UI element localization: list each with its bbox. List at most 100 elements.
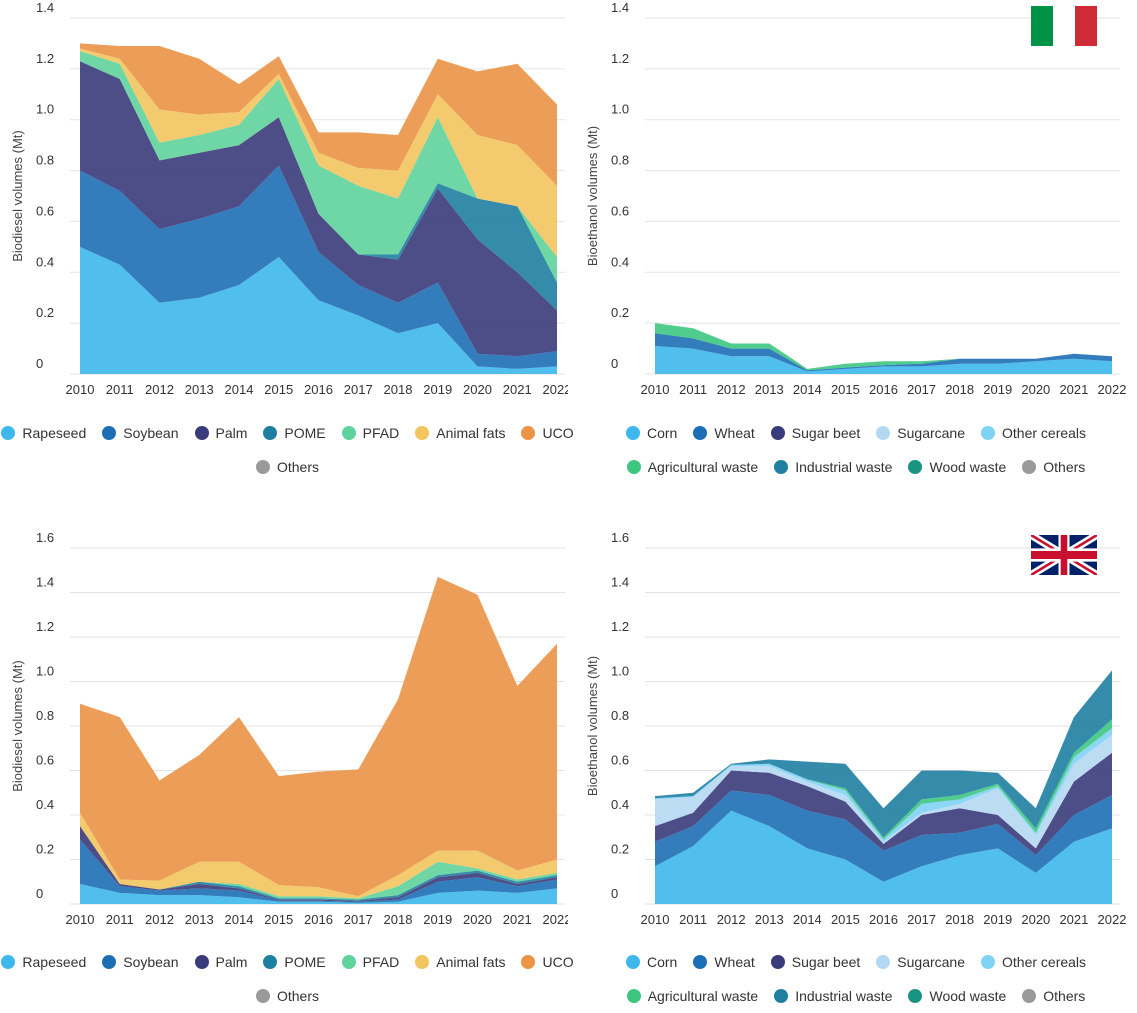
legend-label: Soybean [123, 954, 179, 970]
area-rapeseed [80, 246, 557, 374]
y-tick-label: 0.4 [611, 254, 629, 269]
legend-item: Sugar beet [770, 425, 860, 441]
legend-item: Others [1022, 459, 1085, 475]
legend-label: Animal fats [436, 954, 506, 970]
area-rapeseed [80, 884, 557, 904]
legend-item: Rapeseed [1, 954, 86, 970]
x-tick-label: 2013 [755, 912, 784, 927]
legend-label: Other cereals [1002, 954, 1087, 970]
area-uco [80, 43, 557, 186]
legend-item: Others [1022, 988, 1085, 1004]
legend-swatch [626, 989, 641, 1003]
x-tick-label: 2019 [423, 912, 452, 927]
x-tick-label: 2022 [1098, 912, 1127, 927]
y-tick-label: 0 [36, 886, 43, 901]
legend-item: Soybean [102, 425, 179, 441]
x-tick-label: 2014 [793, 912, 822, 927]
bioethanol-chart-uk: 0 0.2 0.4 0.6 0.8 1.0 1.2 1.4 1.6 2010 2011 2012 201… [585, 530, 1127, 927]
legend-item: UCO [521, 954, 574, 970]
legend-item: Animal fats [415, 954, 505, 970]
legend-swatch [102, 426, 117, 440]
legend-label: Agricultural waste [647, 459, 759, 475]
x-tick-label: 2010 [66, 912, 95, 927]
legend-swatch [625, 426, 640, 440]
x-tick-label: 2015 [264, 382, 293, 397]
legend-item: Corn [625, 425, 678, 441]
y-axis-label: Bioethanol volumes (Mt) [585, 656, 600, 796]
legend-item: Other cereals [981, 954, 1086, 970]
legend-swatch [263, 426, 278, 440]
legend-item: Wood waste [908, 988, 1006, 1004]
legend-swatch [774, 460, 789, 474]
legend-swatch [1022, 460, 1037, 474]
legend-item: Other cereals [981, 425, 1086, 441]
x-tick-label: 2020 [463, 382, 492, 397]
x-tick-label: 2018 [945, 382, 974, 397]
biodiesel-chart-italy: 0 0.2 0.4 0.6 0.8 1.0 1.2 1.4 2010 2011 2012 2013 20… [10, 0, 568, 397]
x-tick-label: 2021 [503, 912, 532, 927]
legend-label: Corn [646, 425, 678, 441]
legend-row: Corn Wheat Sugar beet Sugarcane Other cereal… [575, 416, 1137, 450]
legend-label: Sugar beet [791, 954, 861, 970]
y-tick-label: 1.2 [611, 619, 629, 634]
y-tick-label: 1.4 [36, 575, 54, 590]
bioethanol-legend-bottom: Corn Wheat Sugar beet Sugarcane Other cereal… [575, 945, 1137, 1013]
x-tick-label: 2012 [717, 382, 746, 397]
legend-swatch [693, 426, 708, 440]
legend-item: Wheat [693, 425, 755, 441]
y-axis-label: Bioethanol volumes (Mt) [585, 126, 600, 266]
legend-swatch [415, 426, 430, 440]
legend-item: Soybean [102, 954, 179, 970]
y-tick-label: 0 [611, 886, 618, 901]
legend-swatch [770, 955, 785, 969]
x-tick-label: 2013 [185, 912, 214, 927]
x-tick-label: 2011 [106, 912, 134, 927]
area-wheat [655, 333, 1112, 372]
y-tick-label: 1.4 [611, 575, 629, 590]
legend-swatch [194, 955, 209, 969]
legend-swatch [255, 989, 270, 1003]
x-tick-label: 2017 [344, 912, 373, 927]
legend-label: Sugarcane [897, 425, 965, 441]
x-tick-label: 2019 [423, 382, 452, 397]
legend-item: UCO [521, 425, 574, 441]
y-tick-label: 0.2 [36, 305, 54, 320]
legend-label: Others [1043, 459, 1086, 475]
legend-label: Wood waste [929, 459, 1007, 475]
area-wheat [655, 790, 1112, 882]
x-tick-label: 2018 [384, 912, 413, 927]
legend-row: Agricultural waste Industrial waste Wood w… [575, 450, 1137, 484]
legend-swatch [693, 955, 708, 969]
legend-swatch [774, 989, 789, 1003]
x-tick-label: 2010 [641, 382, 670, 397]
legend-swatch [770, 426, 785, 440]
x-tick-label: 2020 [463, 912, 492, 927]
legend-swatch [194, 426, 209, 440]
legend-swatch [1, 955, 16, 969]
y-tick-label: 0.6 [611, 203, 629, 218]
legend-swatch [521, 955, 536, 969]
area-soybean [80, 165, 557, 369]
legend-item: Corn [625, 954, 677, 970]
legend-row: Agricultural waste Industrial waste Wood w… [575, 979, 1137, 1013]
legend-swatch [876, 426, 891, 440]
y-tick-label: 0.4 [611, 797, 629, 812]
legend-item: Industrial waste [774, 988, 892, 1004]
legend-item: PFAD [341, 954, 399, 970]
legend-label: Industrial waste [795, 459, 893, 475]
legend-row: Rapeseed Soybean Palm POME PFAD Animal fats UC… [0, 416, 575, 450]
legend-swatch [626, 460, 641, 474]
y-tick-label: 1.0 [611, 102, 629, 117]
y-tick-label: 0.6 [36, 203, 54, 218]
legend-item: Sugarcane [876, 954, 965, 970]
legend-label: Industrial waste [795, 988, 893, 1004]
y-tick-label: 0.2 [36, 842, 54, 857]
legend-swatch [876, 955, 891, 969]
legend-row: Corn Wheat Sugar beet Sugarcane Other cereal… [575, 945, 1137, 979]
legend-label: UCO [542, 954, 574, 970]
legend-item: Rapeseed [1, 425, 86, 441]
y-tick-label: 1.0 [36, 664, 54, 679]
legend-item: Agricultural waste [626, 988, 758, 1004]
x-tick-label: 2018 [945, 912, 974, 927]
legend-label: Others [276, 459, 319, 475]
